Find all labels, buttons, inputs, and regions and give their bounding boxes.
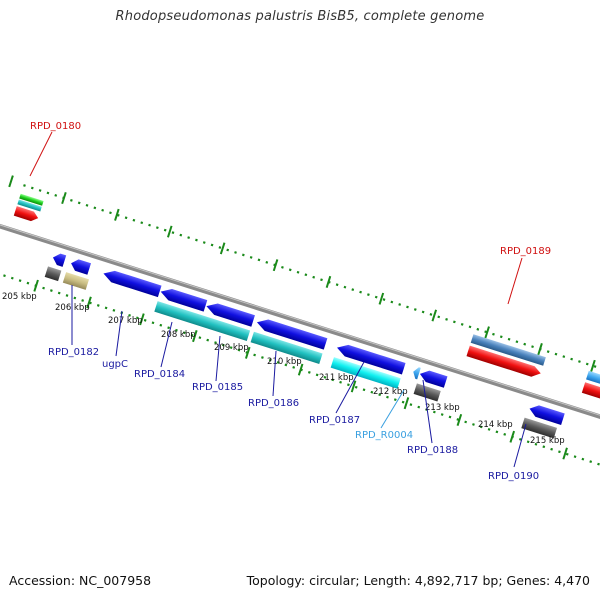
reverse-tick [350, 380, 357, 393]
forward-tick [325, 275, 332, 288]
feature-rpd-0185 [206, 303, 255, 327]
feature-rpd-0184 [160, 288, 208, 312]
gene-label-rpd-0190: RPD_0190 [488, 471, 539, 482]
reverse-tick [456, 413, 463, 426]
feature-rpd-0184-teal [154, 301, 251, 342]
forward-tick [378, 292, 385, 305]
genome-backbone-highlight [0, 221, 600, 429]
tick-label: 211 kbp [319, 373, 354, 383]
forward-tick [61, 192, 67, 205]
tick-label: 209 kbp [214, 343, 249, 353]
reverse-tick [33, 279, 39, 292]
feature-rpd-0188-gray [413, 383, 441, 402]
gene-label-rpd-0184: RPD_0184 [134, 369, 185, 380]
feature-rpd-0190-gray [521, 417, 558, 439]
forward-tick [166, 225, 173, 238]
reverse-tick [297, 363, 304, 376]
feature-rpd-r0004 [413, 367, 421, 380]
feature-small-arrow-b [71, 259, 91, 275]
gene-label-rpd-0185: RPD_0185 [192, 382, 243, 393]
tick-label: 207 kbp [108, 316, 143, 326]
leader-rpd-r0004 [380, 389, 405, 429]
gene-label-rpd-0180: RPD_0180 [30, 121, 81, 132]
forward-tick [114, 208, 120, 221]
feature-rpd-0189-steel [470, 334, 546, 366]
leader-rpd-0186 [272, 350, 277, 397]
feature-rpd-0180-green [19, 193, 44, 206]
tick-label: 212 kbp [373, 387, 408, 397]
feature-ugpc [103, 270, 162, 298]
feature-rpd-0190 [529, 405, 565, 425]
accession-text: Accession: NC_007958 [9, 573, 152, 588]
gene-label-ugpc: ugpC [102, 359, 128, 370]
feature-small-arrow-a [52, 253, 67, 267]
gene-label-rpd-0186: RPD_0186 [248, 398, 299, 409]
tick-label: 215 kbp [530, 436, 565, 446]
feature-rpd-0182-gray [44, 266, 62, 282]
leader-rpd-0188 [422, 379, 433, 444]
gene-label-rpd-0188: RPD_0188 [407, 445, 458, 456]
gene-label-rpd-r0004: RPD_R0004 [355, 430, 413, 441]
gene-label-rpd-0187: RPD_0187 [309, 415, 360, 426]
feature-rpd-0187-cyan [330, 357, 401, 389]
feature-rpd-0186-teal [250, 331, 323, 364]
gene-labels: RPD_0180 RPD_0182 ugpC RPD_0184 RPD_0185… [30, 121, 551, 482]
forward-tick [537, 343, 543, 356]
reverse-tick [509, 430, 516, 443]
leader-ugpc [115, 310, 123, 357]
feature-rpd-0188 [419, 370, 448, 388]
forward-tick [219, 242, 226, 255]
leader-rpd-0180 [29, 131, 53, 177]
feature-rpd-0189-red [466, 345, 541, 377]
forward-tick [8, 175, 14, 188]
gene-label-rpd-0189: RPD_0189 [500, 246, 551, 257]
tick-label: 210 kbp [267, 357, 302, 367]
reverse-tick [562, 447, 568, 460]
feature-rpd-0182-khaki [62, 272, 90, 290]
leader-rpd-0190 [513, 423, 527, 468]
leader-rpd-0185 [215, 335, 221, 382]
reverse-tick [403, 397, 410, 410]
leader-rpd-0187 [335, 361, 365, 414]
genome-band [0, 175, 600, 471]
tick-marks [8, 175, 596, 460]
forward-tick [484, 326, 490, 339]
leader-rpd-0184 [160, 321, 173, 368]
tick-label: 205 kbp [2, 292, 37, 302]
leader-rpd-0189 [507, 257, 523, 305]
leader-lines [29, 131, 527, 468]
forward-tick [431, 309, 438, 322]
feature-rpd-0186 [256, 319, 328, 350]
reverse-tick [192, 330, 198, 343]
feature-rpd-0180-teal [17, 199, 42, 212]
gene-label-rpd-0182: RPD_0182 [48, 347, 99, 358]
reverse-tick [86, 296, 92, 309]
tick-label: 214 kbp [478, 420, 513, 430]
feature-rpd-0187 [337, 344, 406, 375]
feature-rpd-0180-red [13, 206, 39, 222]
genome-summary-text: Topology: circular; Length: 4,892,717 bp… [246, 573, 590, 588]
tick-label: 208 kbp [161, 330, 196, 340]
reverse-tick [139, 313, 145, 326]
forward-tick [590, 359, 596, 372]
genome-title: Rhodopseudomonas palustris BisB5, comple… [115, 9, 485, 24]
tick-label: 213 kbp [425, 403, 460, 413]
reverse-tick [244, 346, 251, 359]
forward-tick [272, 259, 279, 272]
